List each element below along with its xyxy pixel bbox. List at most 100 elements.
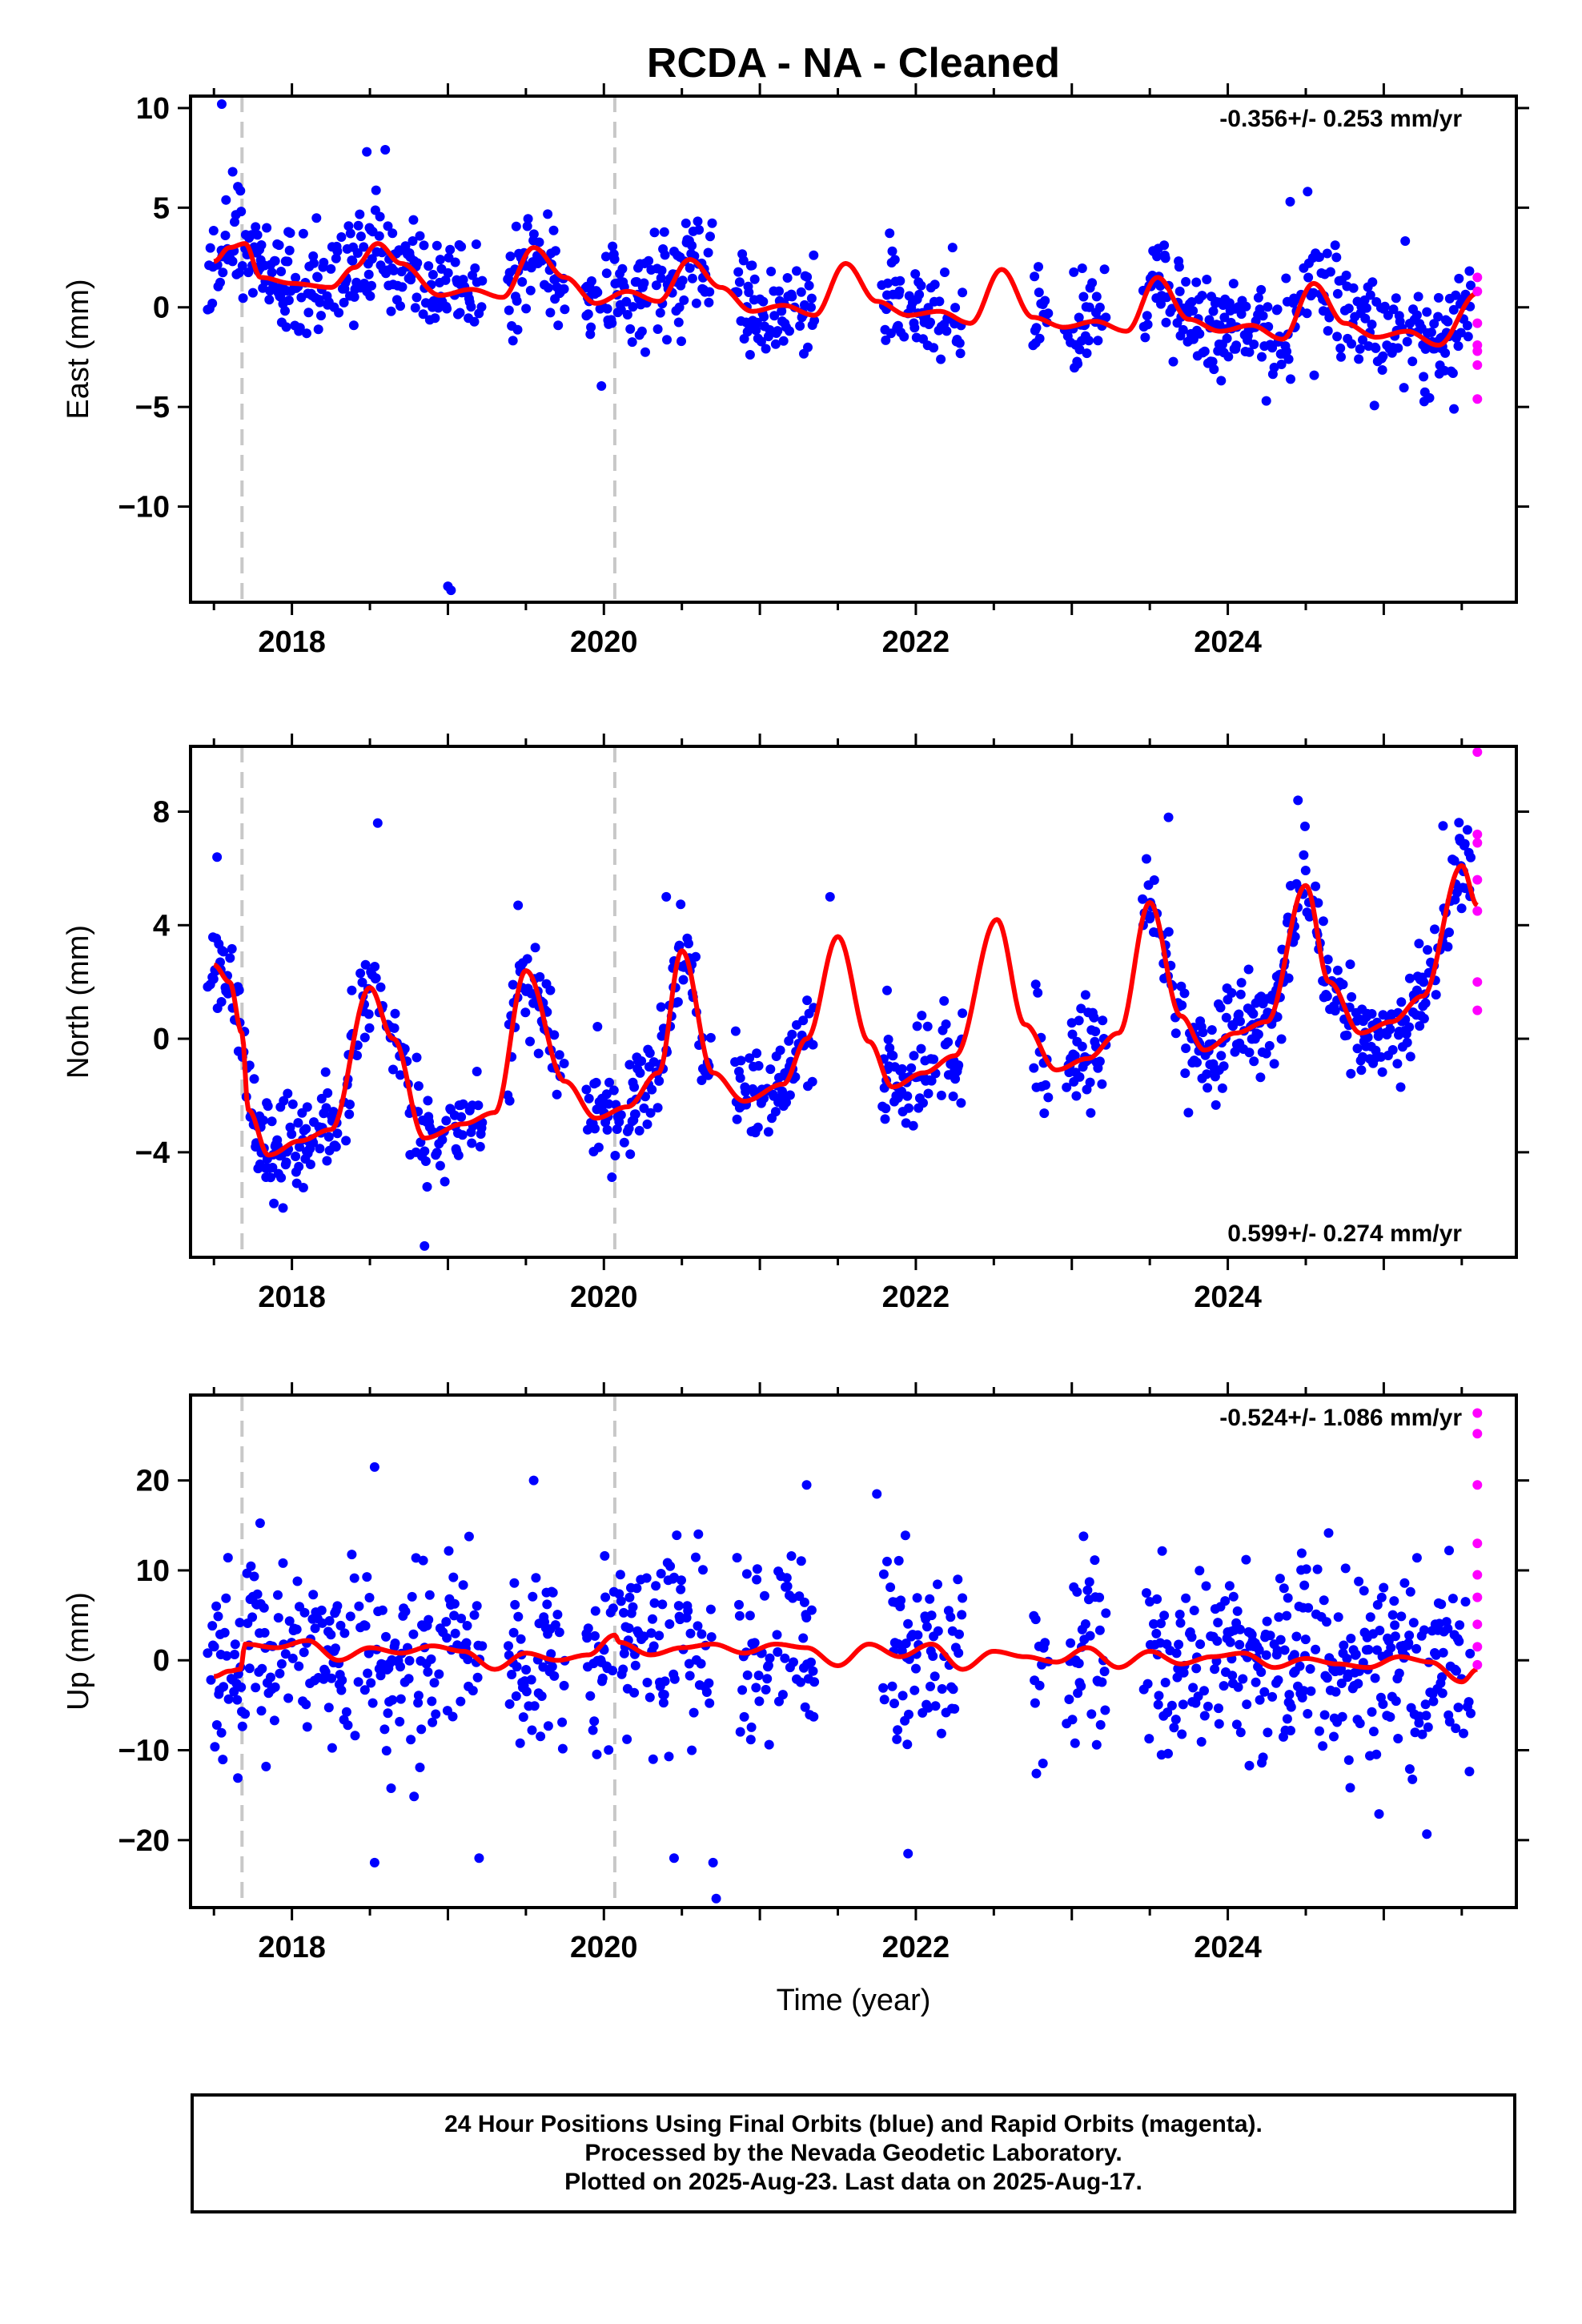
up-daily-position-point bbox=[921, 1622, 932, 1632]
east-daily-position-point bbox=[759, 312, 769, 322]
up-daily-position-point bbox=[559, 1680, 569, 1691]
north-daily-position-point bbox=[1094, 1056, 1105, 1067]
north-daily-position-point bbox=[331, 1142, 341, 1152]
east-daily-position-point bbox=[1281, 273, 1291, 283]
east-daily-position-point bbox=[1355, 344, 1365, 354]
up-daily-position-point bbox=[1156, 1618, 1166, 1629]
up-daily-position-point bbox=[1171, 1648, 1182, 1659]
up-outlier-point bbox=[872, 1489, 882, 1499]
east-daily-position-point bbox=[1407, 356, 1418, 367]
up-daily-position-point bbox=[557, 1743, 568, 1754]
east-daily-position-point bbox=[1040, 296, 1050, 306]
up-daily-position-point bbox=[1090, 1555, 1100, 1566]
north-daily-position-point bbox=[941, 1019, 951, 1029]
north-daily-position-point bbox=[390, 1008, 400, 1019]
east-daily-position-point bbox=[802, 271, 813, 282]
east-daily-position-point bbox=[470, 263, 480, 273]
up-daily-position-point bbox=[1459, 1728, 1468, 1739]
north-daily-position-point bbox=[291, 1152, 301, 1161]
north-daily-position-point bbox=[545, 985, 556, 995]
north-daily-position-point bbox=[1466, 852, 1476, 862]
up-daily-position-point bbox=[450, 1628, 460, 1638]
north-daily-position-point bbox=[584, 1093, 594, 1104]
up-daily-position-point bbox=[249, 1571, 259, 1582]
east-daily-position-point bbox=[617, 263, 628, 274]
north-daily-position-point bbox=[1041, 1080, 1050, 1090]
up-daily-position-point bbox=[275, 1668, 285, 1679]
up-daily-position-point bbox=[219, 1682, 229, 1692]
east-daily-position-point bbox=[471, 239, 481, 249]
up-daily-position-point bbox=[1262, 1616, 1272, 1626]
up-daily-position-point bbox=[936, 1728, 946, 1739]
north-daily-position-point bbox=[902, 1091, 913, 1101]
up-daily-position-point bbox=[509, 1578, 520, 1588]
north-daily-position-point bbox=[610, 1151, 620, 1160]
north-daily-position-point bbox=[1062, 1082, 1072, 1092]
up-daily-position-point bbox=[1166, 1700, 1177, 1711]
up-daily-position-point bbox=[734, 1599, 744, 1610]
east-daily-position-point bbox=[331, 253, 341, 263]
east-daily-position-point bbox=[1161, 317, 1171, 328]
up-daily-position-point bbox=[1390, 1631, 1400, 1642]
east-daily-position-point bbox=[601, 268, 612, 279]
east-daily-position-point bbox=[336, 232, 347, 242]
up-daily-position-point bbox=[624, 1592, 635, 1602]
up-daily-position-point bbox=[299, 1607, 310, 1618]
north-daily-position-point bbox=[1211, 1100, 1221, 1110]
north-daily-position-point bbox=[357, 977, 367, 987]
east-y-tick-label: 10 bbox=[136, 92, 170, 126]
north-daily-position-point bbox=[1261, 1048, 1271, 1059]
east-daily-position-point bbox=[553, 320, 564, 331]
east-daily-position-point bbox=[687, 273, 697, 283]
up-daily-position-point bbox=[642, 1678, 652, 1687]
east-daily-position-point bbox=[308, 251, 319, 261]
north-daily-position-point bbox=[1378, 1010, 1388, 1020]
east-daily-position-point bbox=[550, 246, 560, 256]
north-daily-position-point bbox=[1183, 1108, 1194, 1118]
east-daily-position-point bbox=[347, 255, 358, 266]
up-y-axis-label: Up (mm) bbox=[62, 1592, 95, 1711]
north-daily-position-point bbox=[1300, 821, 1310, 831]
east-daily-position-point bbox=[274, 240, 284, 251]
up-daily-position-point bbox=[639, 1631, 649, 1642]
north-rapid-orbit-point bbox=[1472, 875, 1483, 885]
east-daily-position-point bbox=[707, 218, 717, 228]
east-daily-position-point bbox=[428, 296, 439, 306]
up-daily-position-point bbox=[1286, 1702, 1296, 1712]
north-daily-position-point bbox=[423, 1096, 433, 1106]
up-daily-position-point bbox=[1235, 1727, 1246, 1738]
east-daily-position-point bbox=[1335, 343, 1346, 353]
east-daily-position-point bbox=[600, 251, 611, 262]
up-daily-position-point bbox=[687, 1745, 697, 1755]
east-daily-position-point bbox=[1195, 328, 1205, 339]
up-outlier-point bbox=[903, 1848, 913, 1859]
north-daily-position-point bbox=[1170, 1028, 1181, 1039]
east-daily-position-point bbox=[458, 275, 468, 285]
up-daily-position-point bbox=[1274, 1612, 1284, 1622]
north-daily-position-point bbox=[1179, 988, 1190, 999]
up-daily-position-point bbox=[273, 1613, 283, 1623]
north-daily-position-point bbox=[1373, 1031, 1383, 1041]
up-daily-position-point bbox=[1241, 1554, 1251, 1565]
up-daily-position-point bbox=[597, 1673, 608, 1683]
north-daily-position-point bbox=[763, 1127, 773, 1137]
east-daily-position-point bbox=[352, 248, 363, 258]
east-daily-position-point bbox=[367, 254, 377, 264]
up-daily-position-point bbox=[518, 1712, 528, 1723]
north-daily-position-point bbox=[642, 1119, 652, 1129]
up-daily-position-point bbox=[1460, 1597, 1471, 1607]
up-daily-position-point bbox=[1372, 1600, 1383, 1610]
up-daily-position-point bbox=[1094, 1592, 1105, 1602]
north-daily-position-point bbox=[581, 1084, 592, 1095]
east-daily-position-point bbox=[218, 267, 228, 278]
north-outlier-point bbox=[420, 1240, 430, 1251]
east-daily-position-point bbox=[1330, 240, 1340, 251]
north-daily-position-point bbox=[345, 1100, 355, 1110]
up-daily-position-point bbox=[1040, 1638, 1050, 1648]
up-daily-position-point bbox=[1213, 1618, 1223, 1628]
east-daily-position-point bbox=[511, 221, 521, 231]
up-daily-position-point bbox=[366, 1678, 376, 1688]
up-daily-position-point bbox=[1390, 1620, 1400, 1630]
north-daily-position-point bbox=[437, 1135, 448, 1145]
north-outlier-point bbox=[1293, 795, 1303, 806]
